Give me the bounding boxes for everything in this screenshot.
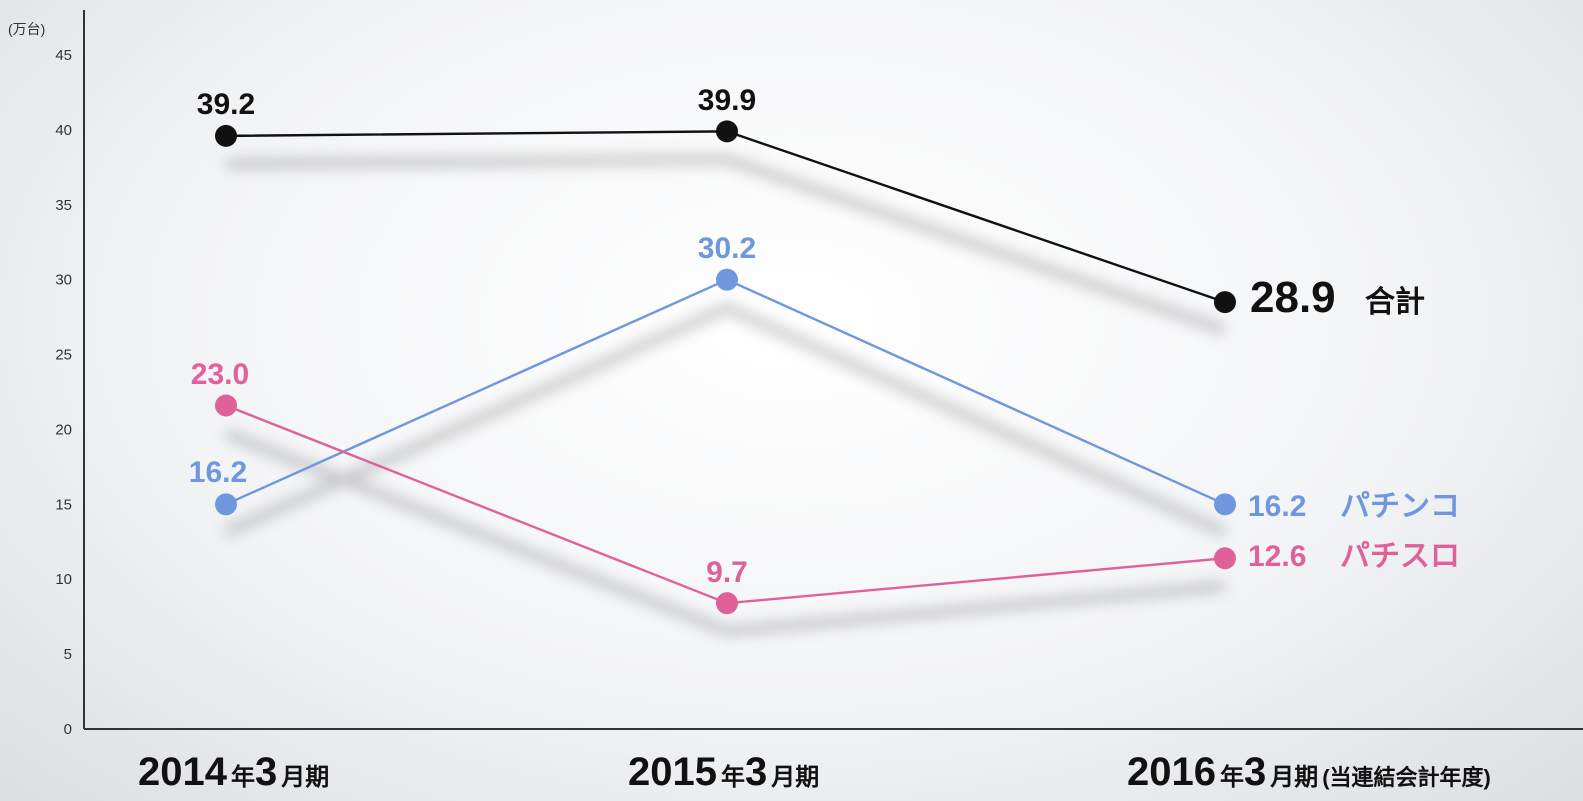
x-tick-year: 2015 xyxy=(628,750,717,794)
y-tick-label: 35 xyxy=(55,197,72,214)
value-label-total: 39.9 xyxy=(698,84,756,117)
end-value-label-total: 28.9 xyxy=(1250,273,1336,322)
y-axis-unit-label: (万台) xyxy=(8,21,45,37)
x-tick-year: 2014 xyxy=(138,750,228,794)
data-point-pachinko xyxy=(716,268,738,291)
y-tick-label: 25 xyxy=(55,347,72,364)
data-point-pachinko xyxy=(215,493,237,516)
x-tick-labels: 2014 年3 月期 2015 年3 月期 2016 年3 月期 (当連結会計年度) xyxy=(138,750,1491,794)
x-tick-nen: 年 xyxy=(1220,763,1244,791)
data-point-pachislo xyxy=(1214,547,1236,570)
series-name-label-pachislo: パチスロ xyxy=(1340,540,1460,573)
y-tick-label: 5 xyxy=(64,646,72,663)
data-point-pachislo xyxy=(215,394,237,417)
data-point-pachislo xyxy=(716,592,738,615)
y-tick-label: 45 xyxy=(55,47,72,64)
y-tick-label: 15 xyxy=(55,496,72,513)
series-lines xyxy=(225,130,1226,605)
y-tick-label: 10 xyxy=(55,571,72,588)
end-value-label-pachinko: 16.2 xyxy=(1248,490,1306,523)
y-tick-label: 20 xyxy=(55,421,72,438)
value-label-pachislo: 9.7 xyxy=(706,556,748,589)
value-label-pachinko: 16.2 xyxy=(189,456,247,489)
x-tick-month: 3 xyxy=(1244,750,1266,794)
data-point-total xyxy=(716,120,738,143)
series-name-label-total: 合計 xyxy=(1365,285,1425,319)
y-tick-label: 0 xyxy=(64,721,72,738)
series-name-label-pachinko: パチンコ xyxy=(1340,490,1460,523)
value-label-pachislo: 23.0 xyxy=(191,358,249,391)
x-tick-label: 2016 年3 月期 (当連結会計年度) xyxy=(1127,750,1491,794)
series-points xyxy=(215,120,1236,615)
y-tick-label: 30 xyxy=(55,272,72,289)
x-tick-month: 3 xyxy=(255,750,277,794)
x-tick-label: 2014 年3 月期 xyxy=(138,750,329,794)
data-point-total xyxy=(215,124,237,147)
x-tick-nen: 年 xyxy=(231,763,255,791)
series-shadow-total xyxy=(225,154,1227,335)
y-tick-labels: 0 5 10 15 20 25 30 35 40 45 xyxy=(55,47,72,738)
x-tick-suffix: 月期 xyxy=(770,764,819,791)
series-shadow-pachinko xyxy=(223,302,1228,537)
x-tick-month: 3 xyxy=(745,750,767,794)
value-label-total: 39.2 xyxy=(197,88,255,121)
value-labels: 39.2 39.9 16.2 30.2 23.0 9.7 28.9 合計 16.2 パチンコ 12.… xyxy=(189,84,1460,589)
value-label-pachinko: 30.2 xyxy=(698,232,756,265)
x-tick-year: 2016 xyxy=(1127,750,1216,794)
x-tick-suffix: 月期 xyxy=(280,764,329,791)
x-tick-suffix: 月期 xyxy=(1269,764,1318,791)
series-shadows xyxy=(223,154,1228,637)
x-tick-label: 2015 年3 月期 xyxy=(628,750,819,794)
data-point-pachinko xyxy=(1214,493,1236,516)
chart-axes: (万台) xyxy=(8,10,1583,730)
data-point-total xyxy=(1214,291,1236,314)
x-tick-note: (当連結会計年度) xyxy=(1322,765,1491,790)
y-tick-label: 40 xyxy=(55,122,72,139)
x-tick-nen: 年 xyxy=(721,763,745,791)
series-shadow-pachislo xyxy=(224,428,1226,637)
end-value-label-pachislo: 12.6 xyxy=(1248,540,1306,573)
